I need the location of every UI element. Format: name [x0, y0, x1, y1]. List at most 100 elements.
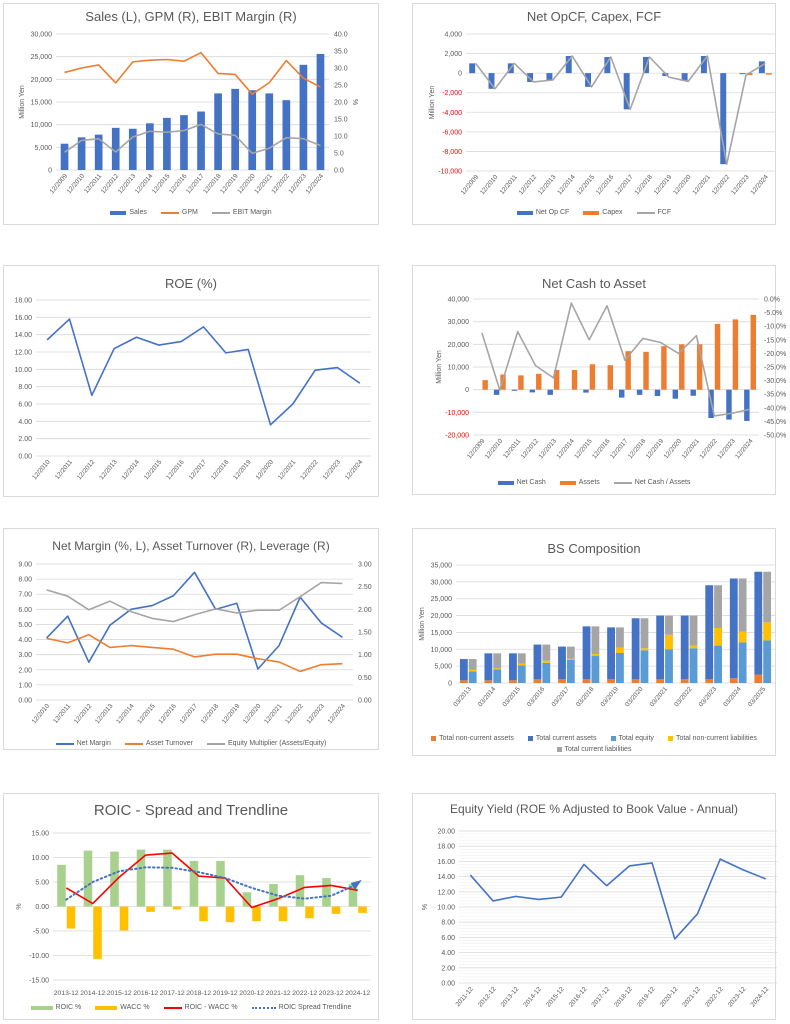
- bar-total-equity: [714, 645, 722, 683]
- bar-sales: [128, 128, 137, 170]
- y-tick-label: 2.00: [18, 436, 32, 443]
- x-tick-label: 12/2009: [460, 173, 481, 196]
- bar-total-current-assets: [509, 653, 517, 681]
- bar-total-current-liabilities: [591, 626, 600, 655]
- x-tick-label: 12/2018: [634, 173, 655, 196]
- line-gpm: [64, 51, 321, 95]
- legend-line-swatch: [124, 742, 143, 745]
- bar-sales: [197, 111, 205, 170]
- y-tick-label: 6.00: [18, 402, 32, 409]
- legend-item: Net Cash / Assets: [613, 479, 690, 486]
- legend-item: ROIC - WACC %: [163, 1004, 238, 1011]
- y-tick-label: 0: [448, 681, 452, 688]
- bar-assets: [482, 380, 488, 390]
- y-tick-label: -15.00: [29, 978, 49, 985]
- legend-label: Total current liabilities: [564, 746, 632, 753]
- legend-line-swatch: [55, 742, 74, 745]
- legend-item: WACC %: [95, 1004, 150, 1011]
- y-tick-label: 5.00: [18, 622, 32, 629]
- x-tick-label: 12/2010: [479, 173, 500, 196]
- y-axis-label: %: [16, 903, 23, 909]
- bar-total-current-assets: [582, 626, 591, 680]
- bar-total-non-current-assets: [656, 679, 665, 683]
- y-tick-label: -5.00: [33, 929, 49, 936]
- y-tick-label: 10.00: [31, 855, 49, 862]
- y-tick-label: 30,000: [448, 319, 470, 326]
- bar-net-op-cf: [488, 73, 495, 89]
- bar-assets: [714, 323, 721, 390]
- x-tick-label: 12/2017: [609, 437, 630, 460]
- bar-sales: [214, 93, 222, 170]
- bar-net-op-cf: [565, 56, 572, 74]
- y2-tick-label: -15.0%: [764, 337, 786, 344]
- bar-total-current-assets: [631, 618, 640, 680]
- y-tick-label: 2.00: [18, 667, 32, 674]
- bar-net-op-cf: [720, 73, 727, 165]
- bar-net-cash: [529, 389, 536, 393]
- y2-tick-label: 0.0%: [764, 297, 780, 304]
- line-net-margin: [45, 571, 343, 670]
- y-tick-label: 5,000: [34, 145, 52, 152]
- y-tick-label: 2.00: [441, 965, 455, 972]
- y-tick-label: 5.00: [35, 880, 49, 887]
- x-tick-label: 12/2023: [305, 702, 326, 725]
- x-tick-label: 12/2018: [200, 702, 221, 725]
- bar-sales: [163, 117, 171, 170]
- legend-label: WACC %: [120, 1004, 150, 1011]
- y-tick-label: 0.00: [18, 454, 32, 461]
- bar-sales: [94, 134, 103, 170]
- chart-panel: Net OpCF, Capex, FCF -10,000 -8,000 -6,000-…: [412, 3, 776, 225]
- x-tick-label: 12/2016: [591, 437, 612, 460]
- legend-label: Total non-current assets: [439, 735, 514, 742]
- legend-label: Total non-current liabilities: [675, 735, 757, 742]
- x-tick-label: 2013-12: [54, 990, 79, 997]
- x-tick-label: 12/2020: [663, 437, 684, 460]
- x-tick-label: 12/2012: [73, 702, 94, 725]
- bar-total-equity: [468, 671, 477, 683]
- legend-label: Net Cash: [516, 479, 546, 486]
- bar-total-non-current-liabilities: [763, 622, 772, 641]
- bar-capex: [765, 73, 772, 75]
- bar-total-non-current-liabilities: [566, 658, 575, 660]
- x-tick-label: 12/2019: [653, 173, 674, 196]
- y-tick-label: 35,000: [431, 563, 453, 570]
- bar-total-current-assets: [484, 653, 493, 681]
- y-tick-label: -10.00: [29, 953, 49, 960]
- x-tick-label: 03/2016: [526, 685, 547, 708]
- y2-tick-label: 2.50: [358, 584, 372, 591]
- bar-total-non-current-assets: [558, 679, 566, 683]
- x-tick-label: 12/2016: [595, 173, 616, 196]
- chart-panel: ROIC - Spread and Trendline -15.00 -10.00 -…: [3, 793, 379, 1020]
- bar-total-equity: [517, 665, 526, 683]
- bar-sales: [146, 123, 154, 170]
- chart-title: ROE (%): [165, 276, 217, 291]
- y2-tick-label: -45.0%: [764, 419, 786, 426]
- y-tick-label: 7.00: [18, 592, 32, 599]
- bar-assets: [661, 346, 667, 390]
- bar-sales: [77, 137, 86, 170]
- y-tick-label: 25,000: [431, 596, 453, 603]
- y-tick-label: 0.00: [35, 904, 49, 911]
- y-tick-label: 6.00: [441, 935, 455, 942]
- bar-total-non-current-assets: [509, 680, 517, 683]
- x-tick-label: 12/2015: [136, 702, 157, 725]
- y-tick-label: 8.00: [18, 577, 32, 584]
- bar-total-non-current-assets: [582, 679, 591, 683]
- bar-net-op-cf: [681, 73, 688, 81]
- bar-total-equity: [665, 649, 673, 683]
- x-tick-label: 2015-12: [107, 990, 132, 997]
- x-tick-label: 12/2017: [614, 173, 635, 196]
- legend-label: Capex: [602, 209, 623, 216]
- bar-total-equity: [616, 652, 624, 683]
- bar-total-non-current-liabilities: [640, 648, 649, 651]
- chart-title: ROIC - Spread and Trendline: [93, 802, 289, 819]
- x-tick-label: 2023-12: [319, 990, 344, 997]
- y-tick-label: 30,000: [31, 32, 53, 39]
- chart-title: BS Composition: [547, 541, 641, 556]
- bar-roic-: [322, 878, 331, 907]
- legend-item: GPM: [160, 209, 198, 216]
- legend-label: Net Op CF: [535, 209, 570, 216]
- line-series: [46, 318, 361, 426]
- bar-sales: [316, 53, 325, 170]
- y-tick-label: 20.00: [437, 829, 455, 836]
